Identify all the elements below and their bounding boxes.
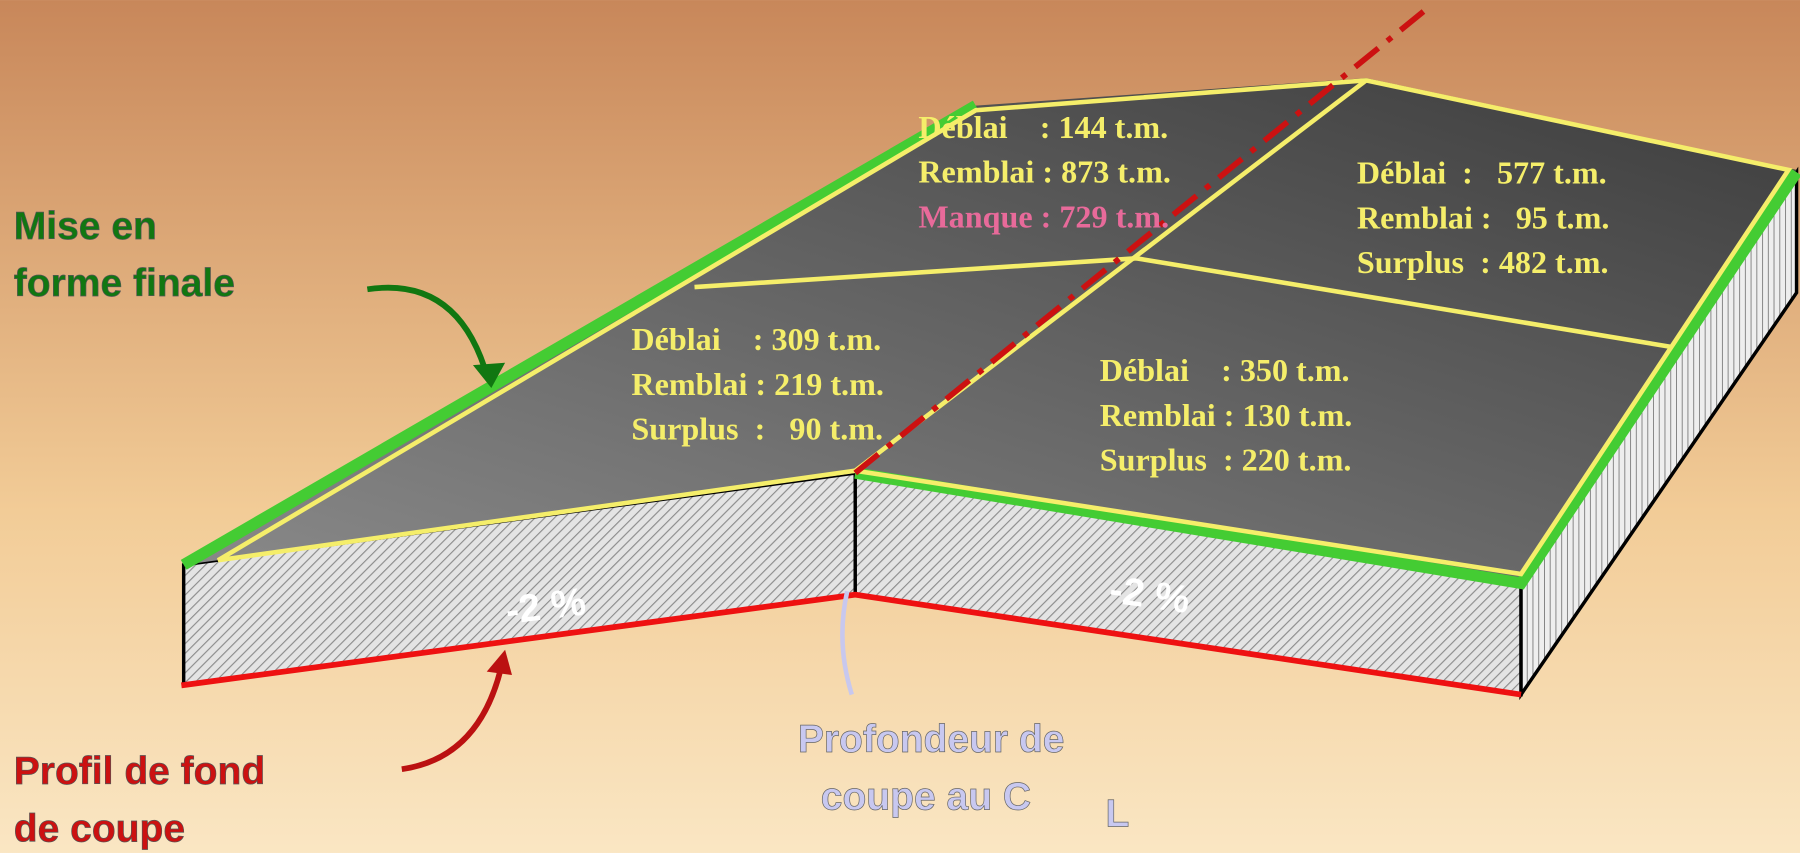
zone-line: Surplus : 90 t.m. [631,411,883,447]
zone-line: Déblai : 350 t.m. [1100,352,1350,388]
divisions [694,78,1671,473]
zone-line: Déblai : 309 t.m. [631,321,881,357]
zone-line: Remblai : 130 t.m. [1100,397,1352,433]
label: coupe au C [821,775,1031,818]
zone-line: Remblai : 873 t.m. [918,154,1171,190]
label: Profondeur de [798,718,1065,761]
centerline [853,9,1426,476]
zone-line: Surplus : 220 t.m. [1100,442,1352,478]
green-edge [854,169,1800,590]
label: de coupe [14,807,185,850]
zone-line: Surplus : 482 t.m. [1357,244,1609,280]
pointer [840,590,854,696]
arrow [366,284,491,380]
zone-line: Déblai : 577 t.m. [1357,155,1607,191]
label: L [1105,793,1129,836]
label: Mise en [14,205,157,248]
label: forme finale [14,262,235,305]
zone-line: Remblai : 95 t.m. [1357,199,1610,235]
top-surface [183,78,1797,584]
zone-line: Remblai : 219 t.m. [631,366,884,402]
arrow-head [472,362,506,389]
green-edge [180,100,979,570]
arrow-head [486,649,512,676]
arrow [401,659,506,773]
slope: -2 % [503,580,588,632]
zone-line: Manque : 729 t.m. [918,198,1169,234]
red-profile [180,591,1522,698]
label: Profil de fond [14,750,265,793]
zone-line: Déblai : 144 t.m. [918,109,1168,145]
